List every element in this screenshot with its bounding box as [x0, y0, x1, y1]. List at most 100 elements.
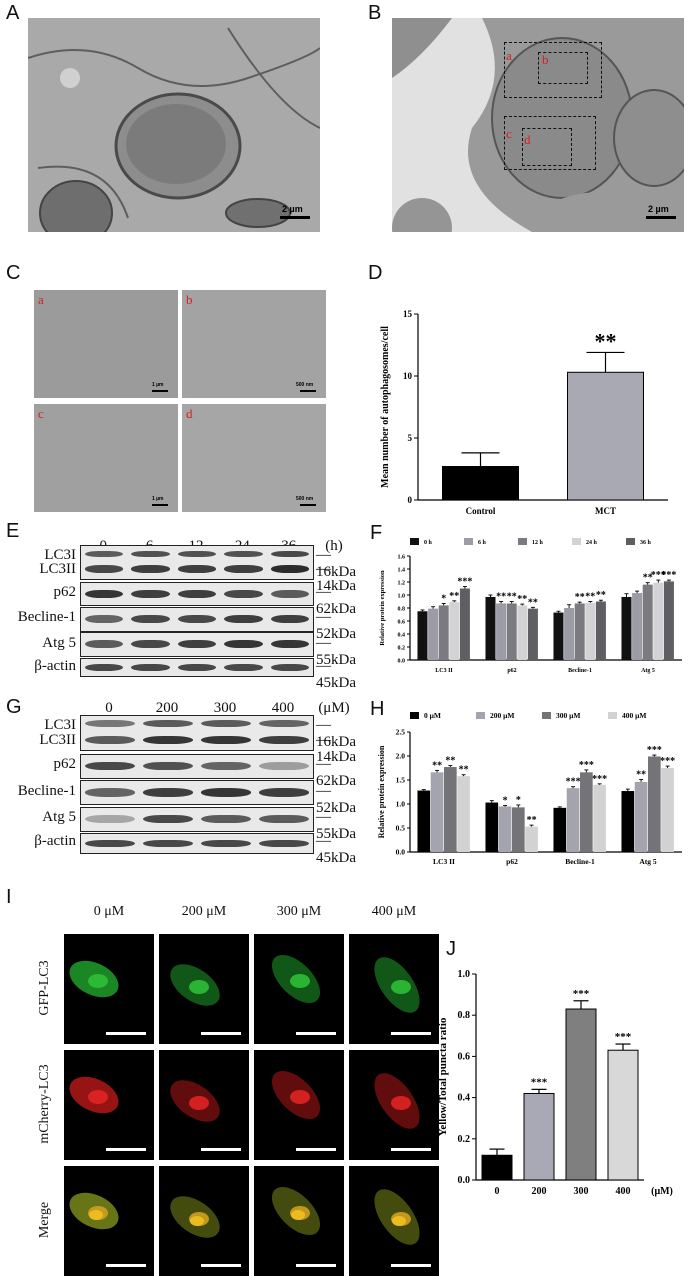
blot-band [143, 720, 193, 728]
legend-swatch [410, 712, 419, 719]
y-tick-label: 0.0 [398, 659, 406, 665]
panel-label-f: F [370, 522, 383, 544]
legend-swatch [608, 712, 617, 719]
scale-bar [152, 504, 168, 506]
significance-label: ** [445, 756, 455, 767]
panel-label-e: E [6, 520, 20, 542]
significance-label: * [503, 795, 508, 806]
y-axis-label: Yellow/Total puncta ratio [437, 1017, 449, 1136]
blot-band [201, 761, 251, 771]
scale-bar [201, 1264, 241, 1267]
blot-band [259, 788, 309, 797]
significance-label: * [441, 593, 446, 604]
x-tick-label: Atg 5 [639, 857, 657, 866]
y-tick-label: 0.8 [398, 607, 406, 613]
scale-bar [300, 390, 316, 392]
significance-label: *** [573, 988, 590, 1000]
protein-label: LC3I [44, 716, 76, 733]
x-tick-label: 300 [574, 1186, 589, 1197]
cell-signal [69, 1076, 119, 1114]
blot-band [131, 640, 170, 649]
y-tick-label: 1.4 [398, 568, 406, 574]
blot-strip [80, 753, 314, 779]
significance-label: *** [592, 774, 607, 785]
y-tick-label: 0.0 [396, 848, 406, 857]
bar [523, 1092, 555, 1181]
scale-label-b: 2 µm [648, 204, 669, 214]
western-blot-e: 06122436(h)LC3I—16kDaLC3II—14kDap62—62kD… [0, 520, 360, 691]
protein-label: β-actin [34, 657, 76, 674]
bar [565, 1008, 597, 1181]
y-tick-label: 1.2 [398, 581, 406, 587]
scale-bar [646, 216, 676, 219]
y-tick-label: 0.6 [458, 1051, 471, 1062]
blot-band [131, 614, 170, 624]
cell-core [189, 980, 209, 994]
panel-label-j: J [446, 938, 456, 960]
legend-label: 0 μM [424, 711, 441, 720]
fluorescence-tile [349, 934, 439, 1044]
cell-signal [271, 1186, 321, 1236]
x-tick-label: Atg 5 [641, 668, 655, 674]
column-label: 0 μM [93, 904, 125, 919]
cell-signal [69, 960, 119, 998]
cell-signal [374, 1189, 420, 1245]
kda-label: —52kDa [316, 782, 356, 816]
y-tick-label: 1.0 [398, 594, 406, 600]
western-blot-g: 0 200 300 400 (μM) LC3I —16kDa LC3II —14kDa p62 —6… [0, 696, 360, 868]
y-axis-label: Relative protein expression [377, 745, 386, 838]
significance-label: ** [449, 591, 459, 602]
bar [642, 584, 653, 660]
blot-band [143, 839, 193, 848]
kda-label: —62kDa [316, 756, 356, 790]
blot-band [201, 720, 251, 728]
protein-label: LC3II [39, 731, 76, 748]
x-tick-label: p62 [507, 668, 516, 674]
blot-band [143, 788, 193, 797]
blot-band [85, 614, 124, 624]
blot-band [85, 589, 124, 598]
blot-band [259, 720, 309, 728]
colocalized-puncta [291, 1210, 305, 1220]
y-tick-label: 0.2 [458, 1134, 471, 1145]
y-tick-label: 1.6 [398, 555, 406, 561]
blot-band [85, 720, 135, 728]
protein-label: Atg 5 [42, 809, 76, 826]
blot-band [85, 761, 135, 771]
blot-band [131, 565, 170, 573]
roi-box-d [522, 128, 572, 166]
chart-h: 0.0 0.5 1.0 1.5 2.0 2.5 Relative protein expre… [377, 711, 682, 866]
lane-unit-label: (h) [325, 538, 343, 554]
significance-label: ** [527, 815, 537, 826]
bar [648, 756, 661, 852]
significance-label: ** [643, 573, 653, 584]
significance-label: ** [585, 592, 595, 603]
bar [442, 466, 519, 501]
protein-label: Atg 5 [42, 634, 76, 651]
blot-band [131, 589, 170, 598]
significance-label: *** [457, 577, 472, 588]
x-tick-label: MCT [595, 506, 616, 516]
blot-strip [80, 780, 314, 806]
y-tick-label: 0.8 [458, 1010, 471, 1021]
cell-core [290, 974, 310, 988]
blot-band [224, 550, 263, 558]
blot-band [85, 735, 135, 744]
legend-swatch [464, 538, 473, 545]
panel-label-b: B [368, 2, 382, 24]
lane-label: 400 [271, 700, 295, 716]
legend-label: 300 μM [556, 711, 580, 720]
legend-swatch [572, 538, 581, 545]
y-tick-label: 5 [408, 433, 413, 443]
y-tick-label: 0.5 [396, 824, 406, 833]
cell-signal [374, 957, 420, 1013]
bar [566, 788, 580, 852]
x-tick-label: Becline-1 [565, 857, 595, 866]
blot-band [177, 565, 217, 573]
significance-label: *** [615, 1031, 632, 1043]
panel-label-d: D [368, 262, 383, 284]
tem-tile-a: a 1 µm [34, 290, 178, 398]
y-tick-label: 0 [408, 495, 413, 505]
significance-label: ** [596, 590, 606, 601]
bar [506, 603, 517, 660]
